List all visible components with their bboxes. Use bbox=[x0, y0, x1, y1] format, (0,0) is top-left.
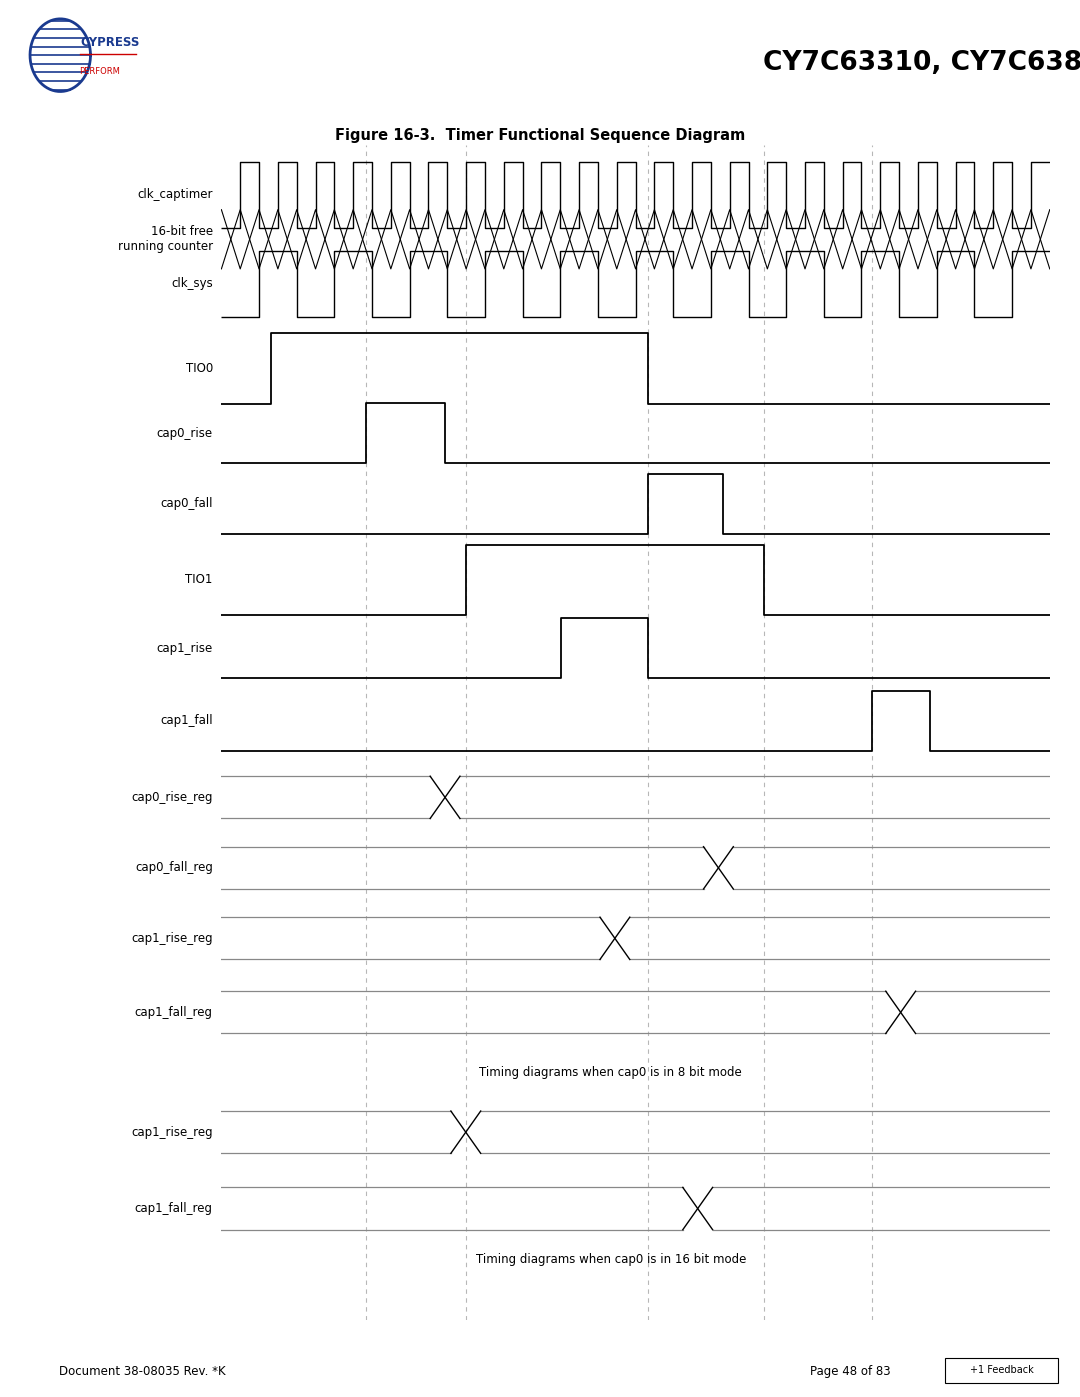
Text: TIO0: TIO0 bbox=[186, 362, 213, 374]
Text: Document 38-08035 Rev. *K: Document 38-08035 Rev. *K bbox=[59, 1365, 226, 1379]
Text: Figure 16-3.  Timer Functional Sequence Diagram: Figure 16-3. Timer Functional Sequence D… bbox=[335, 129, 745, 142]
Text: cap0_fall: cap0_fall bbox=[160, 497, 213, 510]
Text: cap1_fall_reg: cap1_fall_reg bbox=[135, 1201, 213, 1215]
Text: clk_sys: clk_sys bbox=[171, 278, 213, 291]
Text: TIO1: TIO1 bbox=[186, 574, 213, 587]
Text: 16-bit free
running counter: 16-bit free running counter bbox=[118, 225, 213, 253]
Text: Timing diagrams when cap0 is in 8 bit mode: Timing diagrams when cap0 is in 8 bit mo… bbox=[480, 1066, 742, 1078]
Text: cap1_rise_reg: cap1_rise_reg bbox=[131, 932, 213, 944]
Text: clk_captimer: clk_captimer bbox=[137, 189, 213, 201]
Text: cap1_fall_reg: cap1_fall_reg bbox=[135, 1006, 213, 1018]
Text: cap0_rise_reg: cap0_rise_reg bbox=[132, 791, 213, 803]
Text: +1 Feedback: +1 Feedback bbox=[970, 1365, 1034, 1376]
FancyBboxPatch shape bbox=[945, 1358, 1058, 1383]
Text: CYPRESS: CYPRESS bbox=[80, 36, 139, 49]
Text: PERFORM: PERFORM bbox=[79, 67, 120, 75]
Text: cap1_rise: cap1_rise bbox=[157, 641, 213, 655]
Text: cap0_fall_reg: cap0_fall_reg bbox=[135, 862, 213, 875]
Text: cap1_fall: cap1_fall bbox=[160, 714, 213, 728]
Text: cap1_rise_reg: cap1_rise_reg bbox=[131, 1126, 213, 1139]
Text: Page 48 of 83: Page 48 of 83 bbox=[810, 1365, 891, 1379]
Text: cap0_rise: cap0_rise bbox=[157, 426, 213, 440]
Text: Timing diagrams when cap0 is in 16 bit mode: Timing diagrams when cap0 is in 16 bit m… bbox=[475, 1253, 746, 1266]
Text: CY7C63310, CY7C638xx: CY7C63310, CY7C638xx bbox=[764, 50, 1080, 75]
